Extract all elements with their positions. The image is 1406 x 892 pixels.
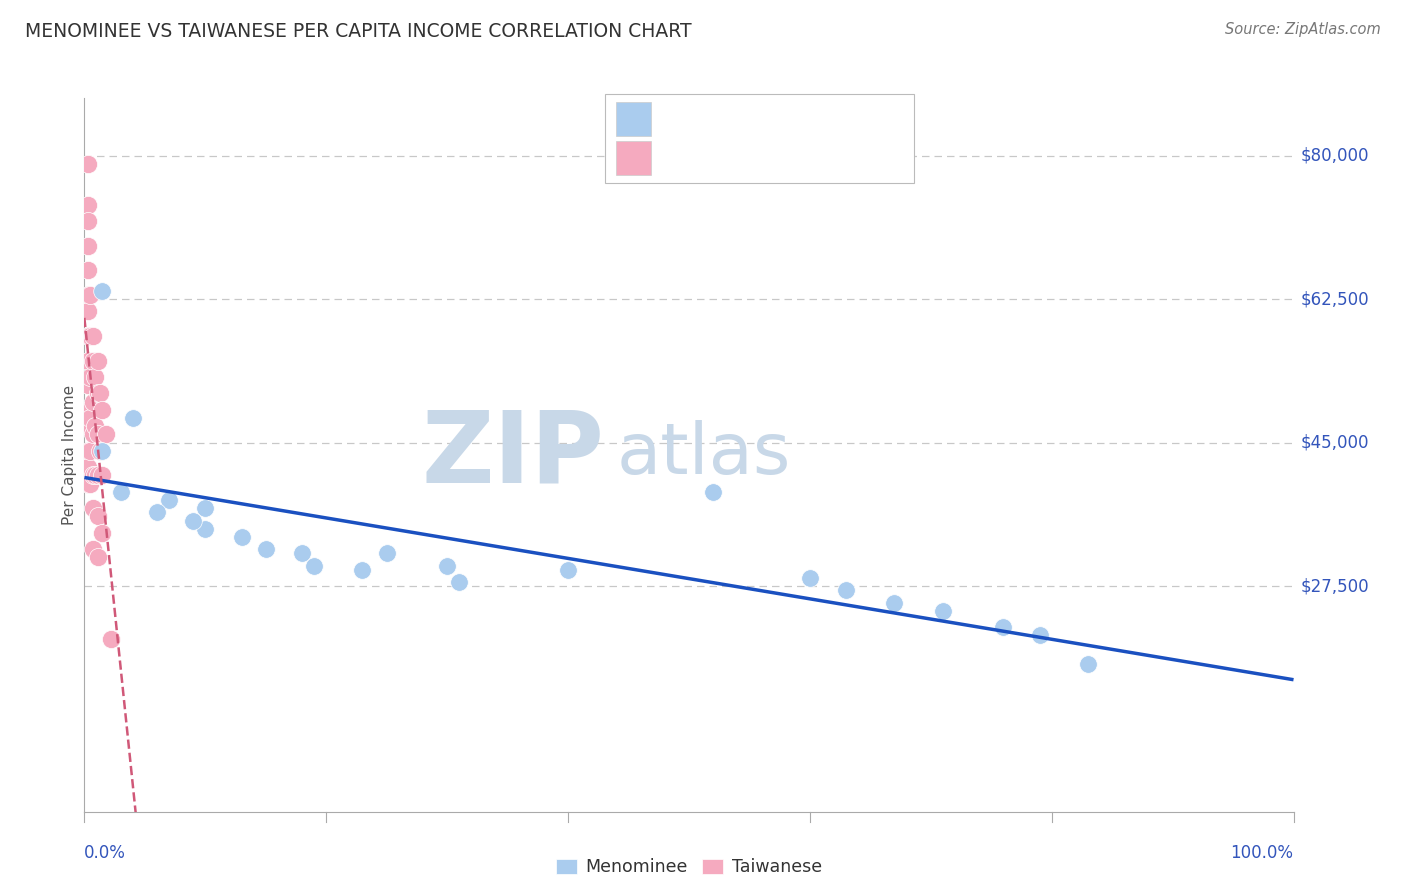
Point xyxy=(194,501,217,516)
Point xyxy=(77,263,100,277)
Text: $27,500: $27,500 xyxy=(1301,577,1369,595)
Point xyxy=(86,427,108,442)
Point xyxy=(91,468,114,483)
Point xyxy=(77,157,100,171)
Point xyxy=(302,558,325,573)
Point xyxy=(82,501,104,516)
Point xyxy=(91,525,114,540)
Point xyxy=(79,329,101,343)
Text: $80,000: $80,000 xyxy=(1301,146,1369,164)
Point xyxy=(79,370,101,384)
Point xyxy=(91,284,114,298)
Point xyxy=(77,198,100,212)
Point xyxy=(1028,628,1050,642)
Point xyxy=(932,604,955,618)
Text: N = 44: N = 44 xyxy=(785,149,842,167)
Point xyxy=(77,353,100,368)
Legend: Menominee, Taiwanese: Menominee, Taiwanese xyxy=(551,853,827,881)
Point xyxy=(82,329,104,343)
Point xyxy=(82,542,104,557)
Point xyxy=(110,484,132,499)
Point xyxy=(89,443,111,458)
Point xyxy=(91,443,114,458)
Point xyxy=(291,546,314,560)
Point xyxy=(86,386,108,401)
Point xyxy=(77,378,100,392)
Point xyxy=(86,353,108,368)
Point xyxy=(702,484,724,499)
Text: MENOMINEE VS TAIWANESE PER CAPITA INCOME CORRELATION CHART: MENOMINEE VS TAIWANESE PER CAPITA INCOME… xyxy=(25,22,692,41)
Text: $45,000: $45,000 xyxy=(1301,434,1369,451)
Point xyxy=(157,493,180,508)
Point xyxy=(231,530,253,544)
Point xyxy=(84,419,107,434)
Point xyxy=(352,563,374,577)
Point xyxy=(146,505,169,519)
Point xyxy=(436,558,458,573)
Point xyxy=(100,632,122,647)
Point xyxy=(82,353,104,368)
Point xyxy=(835,583,858,598)
Point xyxy=(254,542,277,557)
Point xyxy=(77,329,100,343)
Text: ZIP: ZIP xyxy=(422,407,605,503)
Text: R = -0.330: R = -0.330 xyxy=(665,149,755,167)
Point xyxy=(89,386,111,401)
Point xyxy=(94,427,117,442)
Point xyxy=(77,304,100,318)
Text: N = 26: N = 26 xyxy=(785,110,842,128)
Point xyxy=(79,443,101,458)
Text: R = -0.620: R = -0.620 xyxy=(665,110,754,128)
Point xyxy=(77,460,100,475)
Point xyxy=(77,443,100,458)
Point xyxy=(79,288,101,302)
Point xyxy=(77,288,100,302)
Point xyxy=(194,522,217,536)
Point xyxy=(1077,657,1099,671)
Point xyxy=(799,571,821,585)
Y-axis label: Per Capita Income: Per Capita Income xyxy=(62,384,77,525)
Point xyxy=(86,550,108,565)
Text: atlas: atlas xyxy=(616,420,790,490)
Point xyxy=(84,370,107,384)
Point xyxy=(86,509,108,524)
Point xyxy=(84,468,107,483)
Text: 0.0%: 0.0% xyxy=(84,844,127,862)
Point xyxy=(82,394,104,409)
Point xyxy=(79,476,101,491)
Point xyxy=(82,468,104,483)
Point xyxy=(993,620,1015,634)
Point xyxy=(77,402,100,417)
Point xyxy=(79,411,101,425)
Point xyxy=(375,546,398,560)
Text: 100.0%: 100.0% xyxy=(1230,844,1294,862)
Point xyxy=(86,468,108,483)
Point xyxy=(77,214,100,228)
Point xyxy=(77,239,100,253)
Point xyxy=(883,596,905,610)
Point xyxy=(181,514,204,528)
Point xyxy=(121,411,143,425)
Text: Source: ZipAtlas.com: Source: ZipAtlas.com xyxy=(1225,22,1381,37)
Point xyxy=(449,575,471,590)
Point xyxy=(557,563,579,577)
Point xyxy=(82,427,104,442)
Point xyxy=(77,476,100,491)
Point xyxy=(91,402,114,417)
Point xyxy=(77,419,100,434)
Text: $62,500: $62,500 xyxy=(1301,290,1369,308)
